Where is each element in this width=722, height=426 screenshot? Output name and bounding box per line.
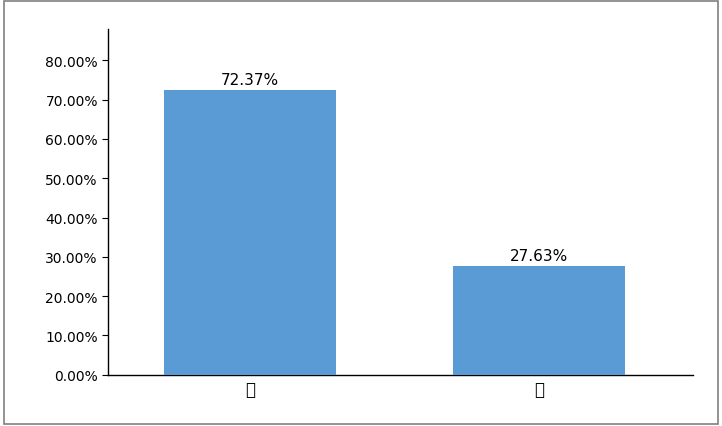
Bar xyxy=(453,267,625,375)
Bar xyxy=(164,91,336,375)
Text: 72.37%: 72.37% xyxy=(221,73,279,88)
Text: 27.63%: 27.63% xyxy=(510,248,568,263)
